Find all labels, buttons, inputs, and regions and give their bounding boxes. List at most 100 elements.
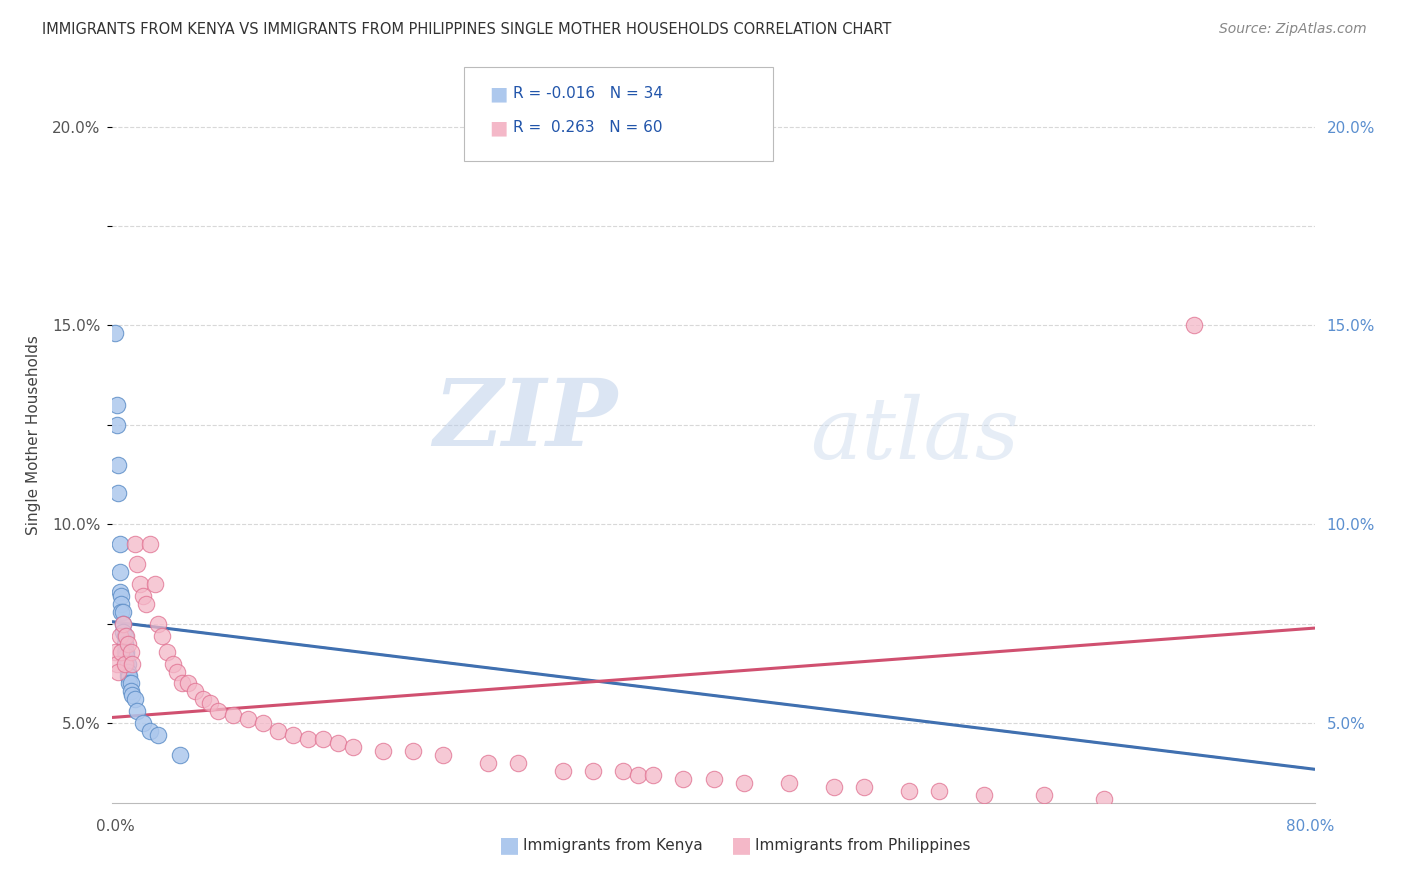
Point [169,747,191,762]
Point [267,724,290,739]
Point [124,537,146,551]
Point [111,616,134,631]
Point [120,645,142,659]
Point [139,724,162,739]
Point [115,657,138,671]
Point [170,676,193,690]
Point [432,747,454,762]
Text: ■: ■ [489,118,508,137]
Point [162,657,184,671]
Point [111,616,134,631]
Point [553,764,575,778]
Point [643,768,665,782]
Point [114,629,136,643]
Point [184,684,207,698]
Point [125,704,148,718]
Point [508,756,530,770]
Point [108,585,131,599]
Point [778,776,800,790]
Point [105,398,128,412]
Point [252,716,274,731]
Point [146,728,169,742]
Point [143,577,166,591]
Text: R = -0.016   N = 34: R = -0.016 N = 34 [513,87,664,101]
Point [117,665,139,679]
Point [207,704,229,718]
Point [115,648,138,663]
Point [128,577,150,591]
Text: Immigrants from Philippines: Immigrants from Philippines [755,838,970,853]
Point [115,629,138,643]
Point [612,764,634,778]
Point [108,629,131,643]
Point [107,458,129,472]
Text: 0.0%: 0.0% [96,820,135,834]
Text: IMMIGRANTS FROM KENYA VS IMMIGRANTS FROM PHILIPPINES SINGLE MOTHER HOUSEHOLDS CO: IMMIGRANTS FROM KENYA VS IMMIGRANTS FROM… [42,22,891,37]
Point [121,689,143,703]
Point [198,697,221,711]
Point [236,712,259,726]
Point [117,668,139,682]
Point [703,772,725,786]
Text: ■: ■ [499,836,520,855]
Point [125,557,148,571]
Point [110,597,132,611]
Point [897,784,920,798]
Point [733,776,755,790]
Text: Source: ZipAtlas.com: Source: ZipAtlas.com [1219,22,1367,37]
Point [371,744,394,758]
Point [114,657,136,671]
Point [110,605,132,619]
Point [176,676,198,690]
Point [973,788,995,802]
Point [191,692,214,706]
Point [672,772,695,786]
Point [118,668,141,682]
Point [342,740,364,755]
Point [104,326,127,341]
Point [150,629,173,643]
Point [131,716,153,731]
Point [120,684,142,698]
Text: 80.0%: 80.0% [1286,820,1334,834]
Point [131,589,153,603]
Point [121,657,143,671]
Point [135,597,157,611]
Point [120,676,142,690]
Point [117,637,139,651]
Point [1092,792,1115,806]
Point [104,645,127,659]
Point [105,657,128,671]
Point [155,645,177,659]
Point [402,744,425,758]
Point [108,565,131,579]
Text: atlas: atlas [810,393,1019,476]
Point [111,624,134,639]
Point [326,736,349,750]
Point [281,728,304,742]
Point [114,645,136,659]
Point [105,417,128,432]
Point [146,616,169,631]
Point [114,637,136,651]
Point [111,605,134,619]
Point [582,764,605,778]
Point [627,768,650,782]
Point [107,665,129,679]
Point [222,708,245,723]
Text: Immigrants from Kenya: Immigrants from Kenya [523,838,703,853]
Point [477,756,499,770]
Point [110,645,132,659]
Point [823,780,845,794]
Point [139,537,162,551]
Point [852,780,875,794]
Point [166,665,188,679]
Point [124,692,146,706]
Point [928,784,950,798]
Text: ■: ■ [489,84,508,103]
Point [110,589,132,603]
Point [117,657,139,671]
Point [118,676,141,690]
Point [1184,318,1206,333]
Point [1033,788,1056,802]
